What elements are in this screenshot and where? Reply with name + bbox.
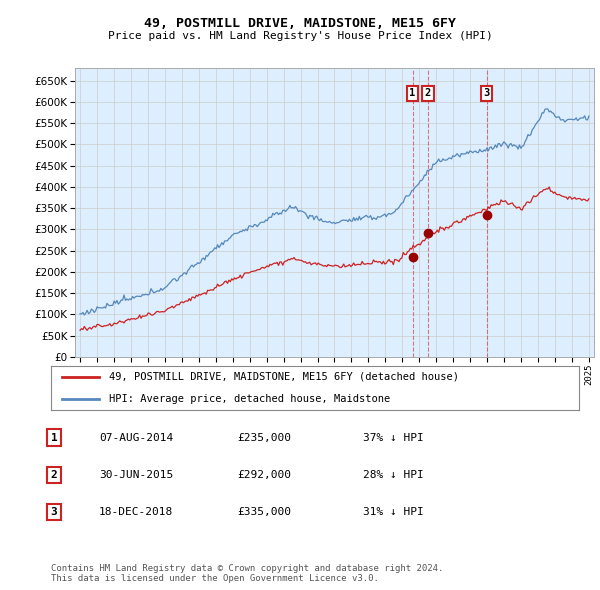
Text: Contains HM Land Registry data © Crown copyright and database right 2024.
This d: Contains HM Land Registry data © Crown c… xyxy=(51,563,443,583)
Text: 31% ↓ HPI: 31% ↓ HPI xyxy=(363,507,424,517)
Text: £292,000: £292,000 xyxy=(237,470,291,480)
Text: 49, POSTMILL DRIVE, MAIDSTONE, ME15 6FY (detached house): 49, POSTMILL DRIVE, MAIDSTONE, ME15 6FY … xyxy=(109,372,459,382)
Text: 30-JUN-2015: 30-JUN-2015 xyxy=(99,470,173,480)
Text: 1: 1 xyxy=(409,88,416,99)
Text: Price paid vs. HM Land Registry's House Price Index (HPI): Price paid vs. HM Land Registry's House … xyxy=(107,31,493,41)
Text: 37% ↓ HPI: 37% ↓ HPI xyxy=(363,433,424,442)
Text: 18-DEC-2018: 18-DEC-2018 xyxy=(99,507,173,517)
Text: 3: 3 xyxy=(50,507,58,517)
Text: 1: 1 xyxy=(50,433,58,442)
Text: 49, POSTMILL DRIVE, MAIDSTONE, ME15 6FY: 49, POSTMILL DRIVE, MAIDSTONE, ME15 6FY xyxy=(144,17,456,30)
Text: HPI: Average price, detached house, Maidstone: HPI: Average price, detached house, Maid… xyxy=(109,394,391,404)
Text: 07-AUG-2014: 07-AUG-2014 xyxy=(99,433,173,442)
Text: £235,000: £235,000 xyxy=(237,433,291,442)
Text: 2: 2 xyxy=(50,470,58,480)
Text: £335,000: £335,000 xyxy=(237,507,291,517)
Text: 3: 3 xyxy=(484,88,490,99)
Text: 2: 2 xyxy=(425,88,431,99)
Text: 28% ↓ HPI: 28% ↓ HPI xyxy=(363,470,424,480)
